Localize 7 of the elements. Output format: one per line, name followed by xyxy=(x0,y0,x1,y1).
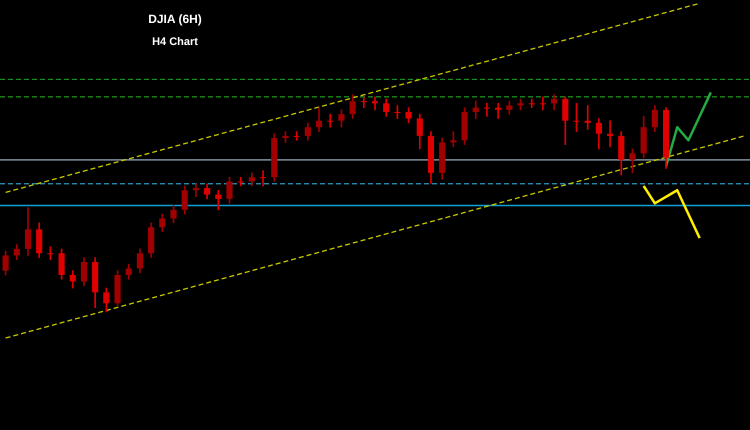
candlestick xyxy=(573,102,580,132)
chart-subtitle: H4 Chart xyxy=(151,36,199,48)
candlestick xyxy=(606,120,614,148)
candlestick xyxy=(484,102,490,117)
chart-title: DJIA (6H) xyxy=(147,12,203,26)
candlestick xyxy=(372,96,378,110)
candlestick xyxy=(260,170,266,186)
